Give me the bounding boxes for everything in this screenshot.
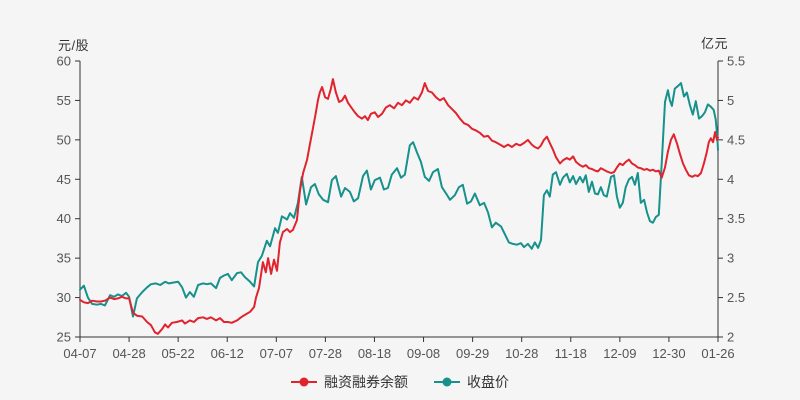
right-axis-tick-label: 4.5 [727, 132, 745, 147]
right-axis-tick-label: 5 [727, 93, 734, 108]
right-axis-tick-label: 4 [727, 172, 734, 187]
right-axis-tick-label: 5.5 [727, 54, 745, 69]
left-axis-tick-label: 50 [57, 132, 71, 147]
legend-marker-icon [291, 377, 317, 387]
x-axis-tick-label: 09-08 [407, 346, 440, 361]
left-axis-tick-label: 45 [57, 172, 71, 187]
legend-label: 收盘价 [467, 374, 509, 390]
x-axis-tick-label: 12-30 [652, 346, 685, 361]
right-axis-tick-label: 2.5 [727, 290, 745, 305]
legend: 融资融券余额 收盘价 [0, 372, 800, 392]
right-axis-tick-label: 2 [727, 330, 734, 345]
right-axis-title: 亿元 [701, 36, 729, 51]
right-axis-tick-label: 3.5 [727, 211, 745, 226]
x-axis-tick-label: 06-12 [211, 346, 244, 361]
x-axis-tick-label: 09-29 [456, 346, 489, 361]
left-axis-tick-label: 35 [57, 251, 71, 266]
x-axis-tick-label: 11-18 [555, 346, 587, 361]
x-axis-tick-label: 07-28 [309, 346, 342, 361]
left-axis-tick-label: 55 [57, 93, 71, 108]
x-axis-tick-label: 01-26 [701, 346, 734, 361]
legend-marker-icon [434, 377, 460, 387]
legend-item-0[interactable]: 融资融券余额 [291, 372, 408, 392]
x-axis-tick-label: 08-18 [358, 346, 391, 361]
x-axis-tick-label: 07-07 [260, 346, 293, 361]
x-axis-tick-label: 04-07 [63, 346, 96, 361]
series-line-融资融券余额 [79, 78, 719, 335]
x-axis-tick-label: 05-22 [162, 346, 195, 361]
left-axis-tick-label: 40 [57, 211, 71, 226]
x-axis-tick-label: 10-28 [505, 346, 538, 361]
left-axis-tick-label: 30 [57, 290, 71, 305]
left-axis-title: 元/股 [58, 38, 90, 53]
right-axis-tick-label: 3 [727, 251, 734, 266]
x-axis-tick-label: 04-28 [112, 346, 145, 361]
legend-item-1[interactable]: 收盘价 [434, 372, 509, 392]
x-axis-tick-label: 12-09 [603, 346, 636, 361]
left-axis-tick-label: 60 [57, 54, 71, 69]
series-line-收盘价 [79, 82, 719, 318]
legend-label: 融资融券余额 [324, 374, 408, 390]
left-axis-tick-label: 25 [57, 330, 71, 345]
